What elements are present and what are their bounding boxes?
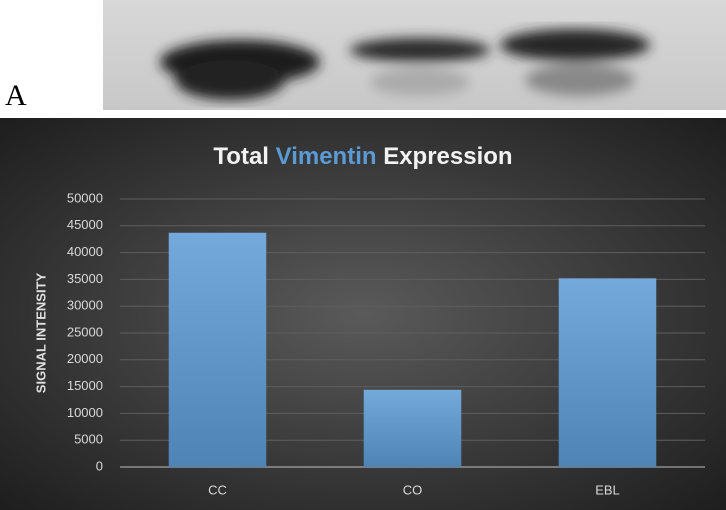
y-tick-label: 50000: [67, 190, 103, 205]
y-tick-label: 20000: [67, 351, 103, 366]
y-tick-label: 30000: [67, 298, 103, 313]
x-tick-label: CO: [403, 482, 423, 497]
blot-image: [103, 0, 726, 110]
y-tick-label: 35000: [67, 271, 103, 286]
y-tick-label: 15000: [67, 378, 103, 393]
y-tick-label: 25000: [67, 324, 103, 339]
y-tick-label: 10000: [67, 405, 103, 420]
x-tick-label: CC: [208, 482, 227, 497]
y-tick-label: 0: [96, 458, 103, 473]
bar-shade: [558, 278, 657, 467]
y-axis-label: SIGNAL INTENSITY: [33, 272, 48, 393]
x-tick-label: EBL: [595, 482, 620, 497]
y-tick-label: 40000: [67, 244, 103, 259]
bar-shade: [168, 232, 267, 467]
chart-title: Total Vimentin Expression: [213, 143, 512, 170]
bar-shade: [363, 389, 462, 467]
y-tick-label: 45000: [67, 217, 103, 232]
panel-label: A: [5, 79, 27, 112]
y-tick-label: 5000: [74, 432, 103, 447]
